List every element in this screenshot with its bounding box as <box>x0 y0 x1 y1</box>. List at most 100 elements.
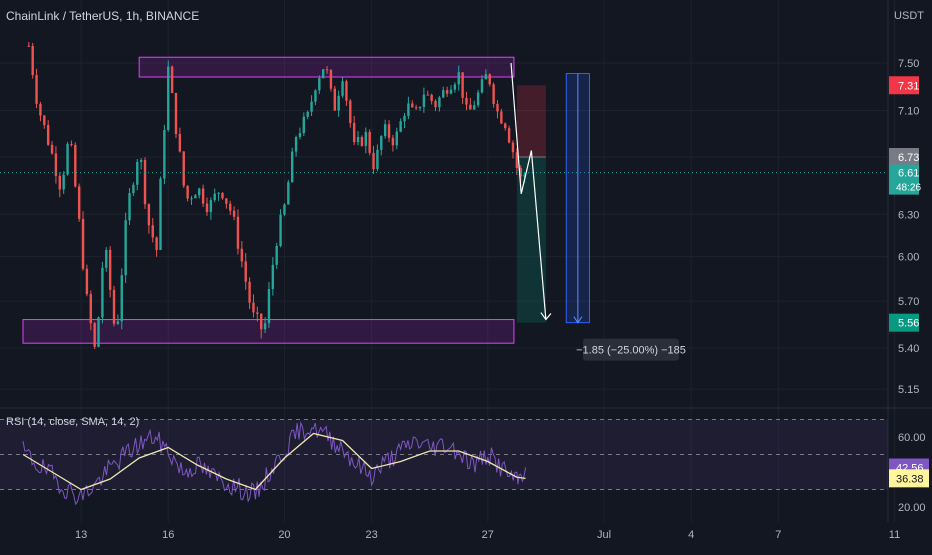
candle-body <box>302 116 306 134</box>
candle-body <box>217 192 220 194</box>
candle-body <box>306 111 309 117</box>
candle-body <box>271 264 275 289</box>
candle-body <box>329 69 333 89</box>
candle-body <box>66 143 69 175</box>
price-label-stop <box>889 76 919 95</box>
candle-body <box>504 123 507 129</box>
candle-body <box>333 88 337 111</box>
candle-body <box>139 160 143 163</box>
candle-body <box>97 317 100 347</box>
candle-body <box>372 152 375 170</box>
price-label-text-entry: 6.73 <box>898 152 919 164</box>
candle-body <box>349 100 352 123</box>
candle-body <box>449 89 453 94</box>
candle-body <box>434 100 437 108</box>
time-tick-label: 4 <box>688 529 694 541</box>
candle-body <box>318 78 321 91</box>
take-profit-area[interactable] <box>516 156 546 323</box>
candle-body <box>170 66 174 93</box>
candle-body <box>108 249 112 290</box>
candle-body <box>194 195 197 199</box>
price-tick-label: 5.15 <box>898 384 919 396</box>
time-tick-label: 7 <box>775 529 781 541</box>
rsi-tick-label: 60.00 <box>898 432 926 444</box>
candle-body <box>484 74 488 80</box>
candle-body <box>132 184 135 194</box>
candle-body <box>248 281 251 303</box>
candle-body <box>201 188 205 204</box>
candle-body <box>395 131 398 146</box>
candle-body <box>236 216 240 249</box>
candle-body <box>352 122 356 143</box>
candle-body <box>225 198 228 204</box>
candle-body <box>240 248 244 262</box>
candle-body <box>445 90 449 94</box>
candle-body <box>325 69 329 71</box>
candle-body <box>411 103 414 108</box>
candle-body <box>310 101 313 112</box>
time-tick-label: 11 <box>889 529 900 541</box>
candle-body <box>442 90 445 98</box>
candle-body <box>418 106 422 109</box>
candle-body <box>290 151 294 183</box>
candle-body <box>337 95 340 111</box>
candle-body <box>457 72 460 85</box>
candle-body <box>178 133 182 152</box>
candle-body <box>147 204 151 226</box>
rsi-title: RSI (14, close, SMA, 14, 2) <box>6 416 140 428</box>
price-tick-label: 6.30 <box>898 209 919 221</box>
candle-body <box>321 69 325 79</box>
candle-body <box>298 133 302 138</box>
candle-body <box>523 174 526 177</box>
candle-body <box>244 261 247 282</box>
candle-body <box>341 81 344 96</box>
candle-body <box>511 142 515 153</box>
candle-body <box>167 66 170 131</box>
candle-body <box>159 178 162 250</box>
candle-body <box>403 115 406 122</box>
price-label-text-stop: 7.31 <box>898 80 919 92</box>
candle-body <box>496 104 499 112</box>
candle-body <box>77 186 81 219</box>
candle-body <box>43 115 46 126</box>
candle-body <box>151 225 154 238</box>
candle-body <box>136 162 139 185</box>
time-tick-label: 16 <box>162 529 174 541</box>
candle-body <box>283 204 286 215</box>
candle-body <box>387 124 391 138</box>
candle-body <box>488 74 491 85</box>
projection-path[interactable] <box>510 62 547 320</box>
measure-label: −1.85 (−25.00%) −185 <box>576 345 686 357</box>
measure-arrowhead <box>573 316 583 324</box>
last-price-label: 6.61 <box>898 168 919 180</box>
candle-body <box>198 188 201 196</box>
chart-title: ChainLink / TetherUS, 1h, BINANCE <box>6 9 200 23</box>
candle-body <box>39 103 42 116</box>
rsi-tick-label: 20.00 <box>898 502 926 514</box>
candle-body <box>515 152 519 168</box>
candle-body <box>294 137 298 152</box>
candle-body <box>380 136 383 150</box>
candle-body <box>383 124 387 137</box>
price-tick-label: 6.00 <box>898 252 919 264</box>
candle-body <box>256 312 259 314</box>
candle-body <box>461 72 464 98</box>
stop-loss-area[interactable] <box>516 85 546 157</box>
rsi-value-label-box <box>889 469 929 488</box>
candle-body <box>469 104 472 110</box>
candle-body <box>275 245 278 265</box>
candle-body <box>81 218 85 269</box>
price-tick-label: 7.50 <box>898 58 919 70</box>
candle-body <box>105 249 108 268</box>
candle-body <box>124 220 127 276</box>
candle-body <box>35 74 38 104</box>
candle-body <box>155 237 158 250</box>
candle-body <box>430 94 433 101</box>
rsi-value-label: 36.38 <box>896 473 924 485</box>
candle-body <box>186 185 189 199</box>
candle-body <box>364 131 367 146</box>
candle-body <box>500 111 503 124</box>
